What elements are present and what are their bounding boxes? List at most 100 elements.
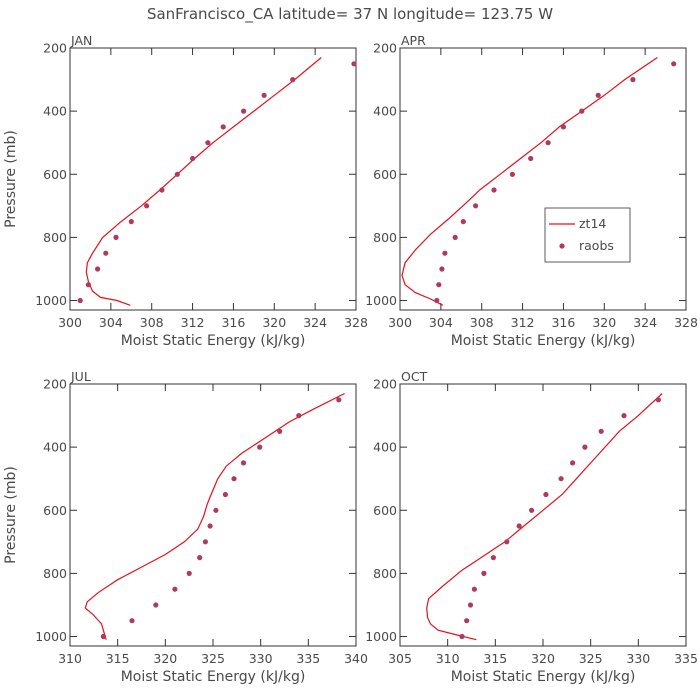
data-point-raobs [213,507,219,513]
x-axis-label: Moist Static Energy (kJ/kg) [121,333,306,349]
x-tick-label: 315 [106,651,130,666]
data-point-raobs [579,108,585,114]
x-tick-label: 315 [483,651,507,666]
x-tick-label: 320 [531,651,555,666]
data-point-raobs [231,476,237,482]
panel-label: JUL [70,369,91,384]
panels: JAN 300 304 308 312 316 320 324 328 200 400 600 800 1… [3,33,698,685]
panel-label: APR [401,33,426,48]
y-tick-label: 1000 [35,629,67,644]
panel-apr: APR 300 304 308 312 316 320 324 328 200 400 600 800 1… [365,33,698,349]
data-point-raobs [351,61,357,67]
data-point-raobs [460,219,466,225]
x-tick-label: 308 [140,315,164,330]
y-axis-label: Pressure (mb) [3,466,19,564]
data-point-raobs [464,618,470,624]
data-point-raobs [240,460,247,466]
data-point-raobs [630,77,636,83]
data-point-raobs [595,92,601,98]
x-tick-label: 310 [436,651,460,666]
y-tick-label: 600 [373,503,397,518]
plot-frame [69,383,357,647]
x-tick-label: 300 [58,315,82,330]
data-point-raobs [471,586,477,592]
data-point-raobs [436,282,442,288]
data-point-raobs [129,618,135,624]
x-tick-label: 312 [181,315,205,330]
data-point-raobs [100,633,106,640]
data-point-raobs [190,155,196,162]
data-point-raobs [570,460,576,466]
data-point-raobs [257,444,263,450]
x-tick-label: 330 [626,651,650,666]
legend: zt14 raobs [544,207,631,263]
data-point-raobs [153,602,159,608]
data-point-raobs [336,397,342,403]
legend-label-zt14: zt14 [579,216,606,231]
data-point-raobs [174,171,180,177]
data-point-raobs [277,428,283,434]
x-tick-label: 340 [344,651,368,666]
y-tick-label: 400 [373,440,397,455]
data-point-raobs [290,77,296,83]
data-point-raobs [473,203,479,209]
x-axis-label: Moist Static Energy (kJ/kg) [451,669,636,685]
y-tick-label: 1000 [365,629,397,644]
data-point-raobs [459,633,465,640]
data-point-raobs [529,507,535,513]
y-tick-label: 600 [373,167,397,182]
data-point-raobs [144,203,150,209]
figure-title: SanFrancisco_CA latitude= 37 N longitude… [147,5,553,24]
data-point-raobs [241,108,247,114]
data-point-raobs [220,124,226,130]
data-point-raobs [442,250,448,256]
data-point-raobs [558,476,564,482]
x-tick-label: 308 [470,315,494,330]
data-point-raobs [128,219,134,225]
y-tick-label: 400 [373,104,397,119]
x-tick-label: 325 [579,651,603,666]
series-line-zt14 [85,57,322,306]
x-tick-label: 312 [511,315,535,330]
x-tick-label: 320 [262,315,286,330]
data-point-raobs [543,491,549,498]
data-point-raobs [172,586,178,592]
y-tick-label: 200 [43,41,67,56]
x-tick-label: 304 [429,315,453,330]
x-tick-label: 300 [388,315,412,330]
data-point-raobs [560,124,567,130]
x-axis-label: Moist Static Energy (kJ/kg) [451,333,636,349]
data-point-raobs [85,282,91,288]
data-point-raobs [452,234,458,240]
panel-oct: OCT 305 310 315 320 325 330 335 200 400 600 800 1000… [365,369,698,685]
y-tick-label: 200 [43,377,67,392]
x-tick-label: 325 [201,651,225,666]
y-axis-label: Pressure (mb) [3,130,19,228]
x-tick-label: 335 [674,651,698,666]
data-point-raobs [113,234,119,240]
panel-jan: JAN 300 304 308 312 316 320 324 328 200 400 600 800 1… [3,33,368,349]
y-tick-label: 200 [373,41,397,56]
plot-frame [399,383,687,647]
data-point-raobs [491,187,497,193]
data-point-raobs [481,570,487,577]
y-tick-label: 800 [373,230,397,245]
y-tick-label: 1000 [35,293,67,308]
panel-jul: JUL 310 315 320 325 330 335 340 200 400 600 800 1000… [3,369,368,685]
data-point-raobs [528,155,534,162]
data-point-raobs [95,266,101,272]
data-point-raobs [655,397,662,403]
data-point-raobs [509,171,515,177]
data-point-raobs [439,266,445,272]
x-tick-label: 330 [249,651,273,666]
plot-frame [69,47,357,311]
x-tick-label: 324 [633,315,657,330]
y-tick-label: 600 [43,503,67,518]
data-point-raobs [516,523,522,529]
data-point-raobs [504,539,510,545]
x-tick-label: 335 [296,651,320,666]
x-tick-label: 324 [303,315,327,330]
y-tick-label: 600 [43,167,67,182]
data-point-raobs [490,555,496,561]
legend-box [544,207,631,263]
